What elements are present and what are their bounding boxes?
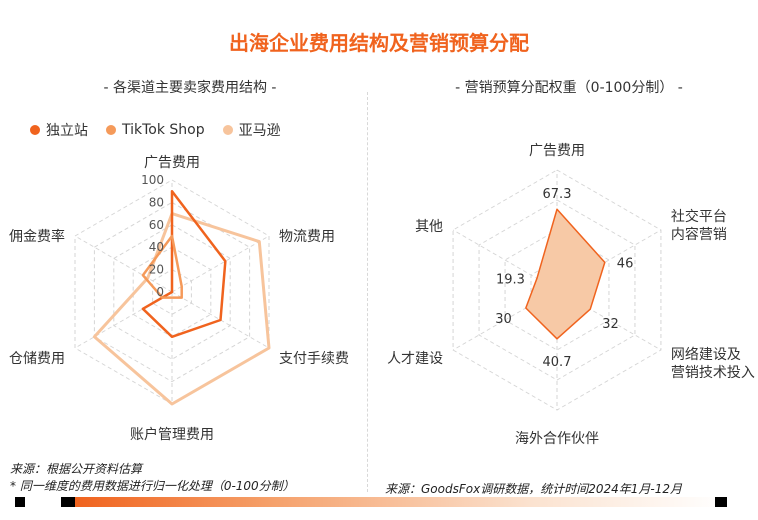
left-axis-label-2: 支付手续费: [279, 350, 349, 367]
left-grid-ring-3: [113, 224, 231, 360]
left-tick-label-0: 100: [141, 173, 164, 187]
left-grid-ring-4: [93, 201, 251, 383]
left-axis-label-3: 账户管理费用: [130, 426, 214, 443]
right-axis-label-1-line-1: 内容营销: [671, 226, 727, 243]
right-source-note: 来源：GoodsFox调研数据，统计时间2024年1月-12月: [385, 482, 682, 496]
left-grid-spoke-4: [74, 291, 173, 349]
right-axis-label-2-line-1: 营销技术投入: [671, 365, 755, 381]
legend-item-series-2[interactable]: 亚马逊: [222, 120, 281, 140]
left-axis-label-1: 物流费用: [279, 229, 335, 245]
bottom-bar-gradient: [75, 497, 725, 507]
right-value-label-2: 32: [602, 317, 619, 332]
left-axis-label-4: 仓储费用: [9, 351, 65, 367]
right-axis-label-3-line-0: 海外合作伙伴: [515, 431, 599, 447]
legend-label-series-1: TikTok Shop: [122, 122, 205, 138]
right-value-label-3: 40.7: [543, 355, 572, 370]
legend-dot-series-1: [106, 125, 116, 135]
left-tick-label-1: 80: [149, 195, 164, 209]
right-grid-spoke-5: [452, 229, 558, 291]
left-tick-label-2: 60: [149, 218, 164, 232]
right-axis-label-1-line-0: 社交平台: [671, 208, 727, 225]
legend-dot-series-2: [222, 125, 233, 135]
right-value-label-5: 19.3: [496, 272, 525, 287]
right-series-area: [525, 208, 606, 340]
legend-label-series-0: 独立站: [46, 123, 88, 139]
right-axis-label-4-line-0: 人才建设: [387, 351, 443, 367]
right-axis-label-2-line-0: 网络建设及: [671, 347, 741, 363]
left-tick-label-3: 40: [149, 240, 164, 254]
right-value-label-0: 67.3: [543, 187, 572, 202]
legend: 独立站 TikTok Shop 亚马逊: [30, 120, 281, 140]
legend-dot-series-0: [30, 125, 40, 135]
left-chart-subtitle: - 各渠道主要卖家费用结构 -: [103, 80, 277, 96]
right-axis-label-5-line-0: 其他: [415, 219, 443, 235]
left-grid-spoke-5: [74, 235, 173, 293]
right-grid-spoke-1: [556, 229, 662, 291]
legend-item-series-0[interactable]: 独立站: [30, 120, 88, 140]
right-value-label-1: 46: [617, 256, 634, 271]
bottom-bar-block-right: [715, 497, 727, 507]
right-grid-ring-3: [478, 199, 636, 381]
left-grid-spoke-1: [171, 235, 270, 293]
left-series-0-line: [141, 189, 227, 339]
left-axis-label-0: 广告费用: [144, 155, 200, 171]
page-title: 出海企业费用结构及营销预算分配: [229, 31, 529, 55]
right-chart-subtitle: - 营销预算分配权重（0-100分制） -: [455, 80, 683, 96]
left-axis-label-5: 佣金费率: [9, 228, 65, 245]
left-series-2-line: [92, 212, 271, 406]
left-series-1-line: [141, 234, 183, 299]
left-source-note: 来源：根据公开资料估算: [10, 462, 143, 476]
left-normalization-note: * 同一维度的费用数据进行归一化处理（0-100分制）: [10, 479, 295, 493]
left-tick-label-4: 20: [149, 263, 164, 277]
right-grid-spoke-2: [556, 289, 662, 351]
right-grid-spoke-4: [452, 289, 558, 351]
legend-label-series-2: 亚马逊: [238, 123, 281, 139]
bottom-decor-bar: [15, 497, 743, 507]
right-value-label-4: 30: [495, 312, 512, 327]
right-axis-label-0-line-0: 广告费用: [529, 143, 585, 159]
bottom-bar-block-left: [15, 497, 25, 507]
left-tick-label-5: 0: [156, 285, 164, 299]
bottom-bar-block-mid: [61, 497, 75, 507]
chart-divider: [367, 92, 368, 492]
legend-item-series-1[interactable]: TikTok Shop: [106, 120, 205, 140]
